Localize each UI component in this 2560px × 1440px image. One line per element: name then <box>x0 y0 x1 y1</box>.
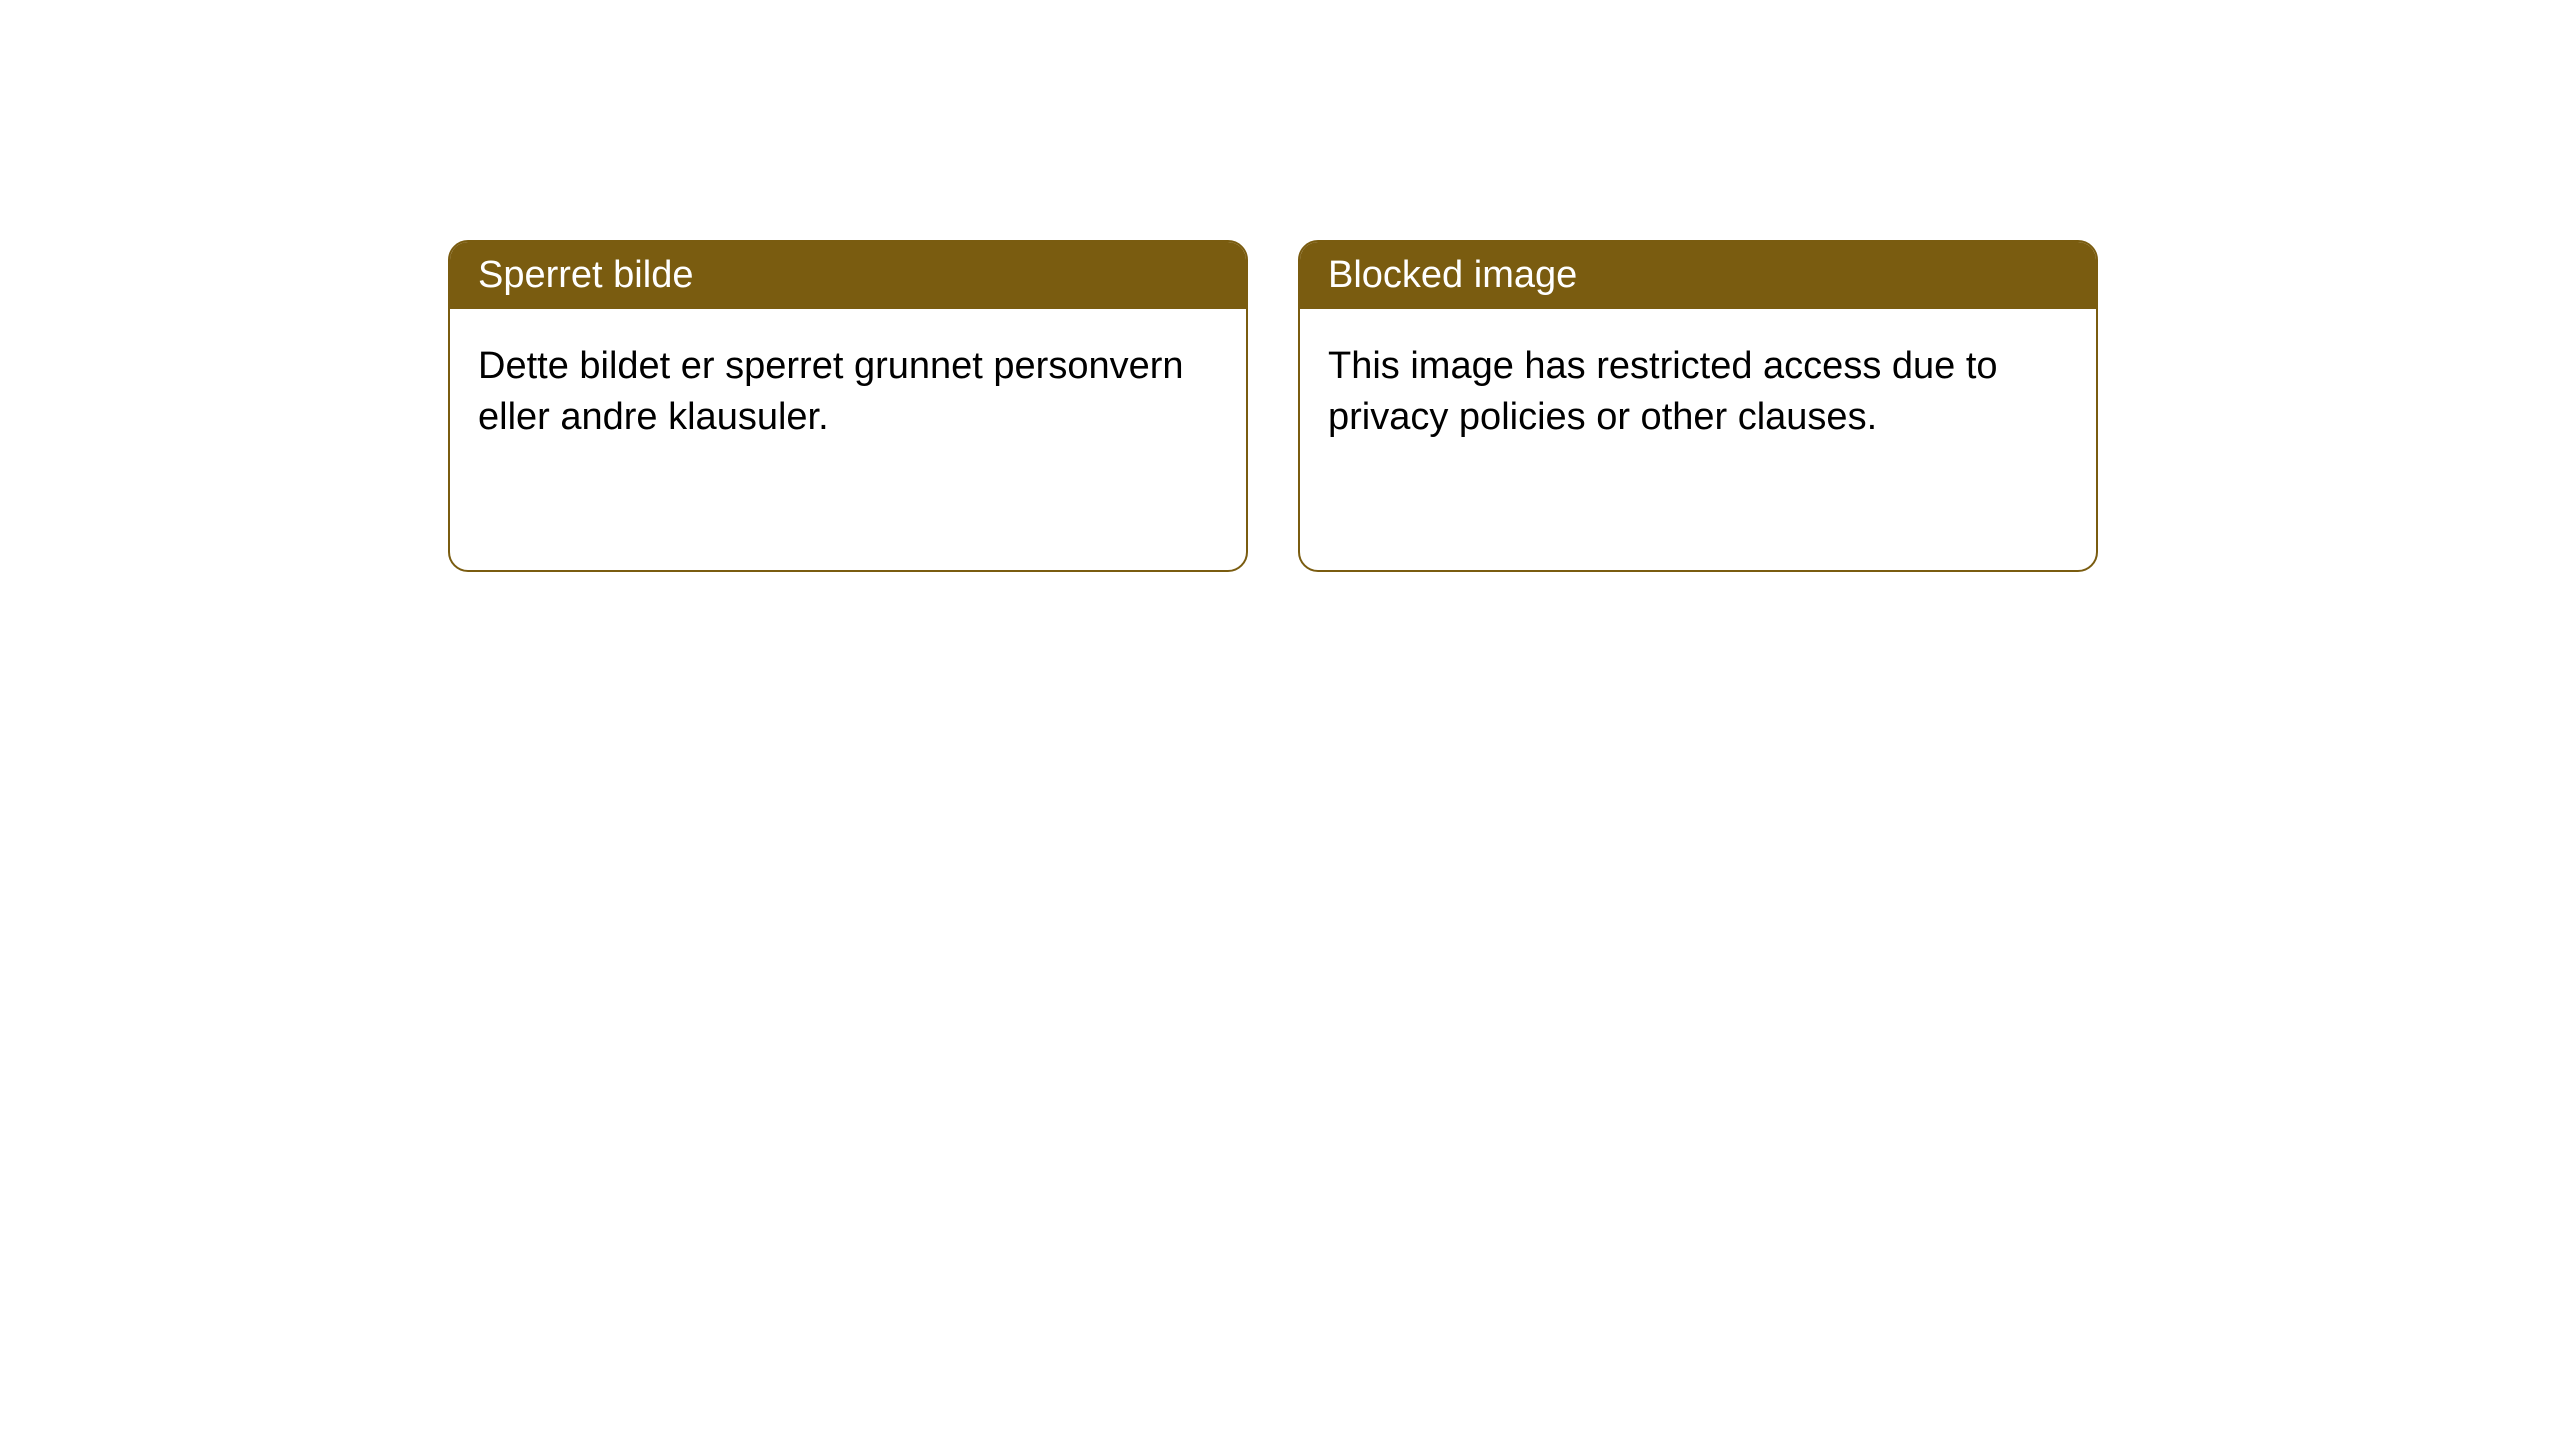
notice-header-english: Blocked image <box>1300 242 2096 309</box>
notice-header-norwegian: Sperret bilde <box>450 242 1246 309</box>
notice-body-english: This image has restricted access due to … <box>1300 309 2096 476</box>
notice-body-norwegian: Dette bildet er sperret grunnet personve… <box>450 309 1246 476</box>
notice-box-norwegian: Sperret bilde Dette bildet er sperret gr… <box>448 240 1248 572</box>
notices-container: Sperret bilde Dette bildet er sperret gr… <box>0 0 2560 572</box>
notice-box-english: Blocked image This image has restricted … <box>1298 240 2098 572</box>
